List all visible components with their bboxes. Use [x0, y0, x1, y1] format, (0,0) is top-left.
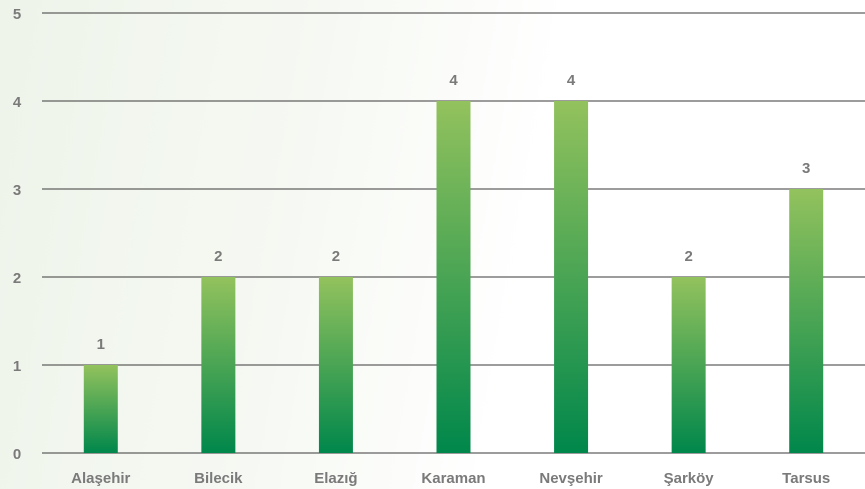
y-tick-label: 5: [13, 6, 21, 23]
value-label: 1: [97, 336, 105, 353]
x-tick-label: Şarköy: [664, 470, 715, 487]
value-label: 3: [802, 160, 810, 177]
x-tick-label: Bilecik: [194, 470, 243, 487]
value-label: 4: [449, 72, 458, 89]
x-tick-label: Nevşehir: [539, 470, 603, 487]
y-tick-label: 3: [13, 182, 21, 199]
value-label: 2: [332, 248, 340, 265]
bar: [436, 101, 471, 453]
bar: [201, 277, 236, 453]
value-label: 4: [567, 72, 576, 89]
bar: [671, 277, 706, 453]
x-tick-label: Karaman: [421, 470, 485, 487]
bar: [789, 189, 824, 453]
x-tick-label: Alaşehir: [71, 470, 130, 487]
y-tick-label: 0: [13, 446, 21, 463]
y-tick-label: 2: [13, 270, 21, 287]
y-tick-label: 4: [13, 94, 22, 111]
x-tick-label: Elazığ: [314, 470, 357, 487]
bar: [554, 101, 589, 453]
value-label: 2: [214, 248, 222, 265]
y-tick-label: 1: [13, 358, 21, 375]
bar: [83, 365, 118, 453]
bar: [318, 277, 353, 453]
value-label: 2: [684, 248, 692, 265]
x-tick-label: Tarsus: [782, 470, 830, 487]
